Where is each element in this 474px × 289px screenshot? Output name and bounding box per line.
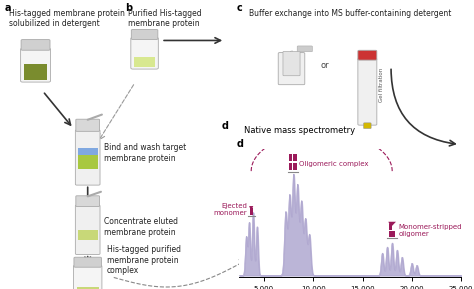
FancyBboxPatch shape — [74, 257, 101, 267]
Text: His-tagged membrane protein
solubilized in detergent: His-tagged membrane protein solubilized … — [9, 9, 125, 28]
Text: Oligomeric complex: Oligomeric complex — [299, 161, 368, 167]
Text: or: or — [320, 60, 329, 70]
Text: d: d — [237, 139, 244, 149]
Bar — [389, 224, 392, 230]
Bar — [389, 231, 392, 237]
FancyBboxPatch shape — [76, 119, 100, 131]
Text: His-tagged purified
membrane protein
complex: His-tagged purified membrane protein com… — [107, 245, 181, 275]
FancyBboxPatch shape — [131, 38, 158, 69]
FancyBboxPatch shape — [75, 130, 100, 185]
Text: Gel filtration: Gel filtration — [379, 68, 384, 102]
FancyBboxPatch shape — [283, 51, 300, 76]
FancyBboxPatch shape — [76, 196, 100, 206]
Bar — [24, 64, 47, 80]
FancyBboxPatch shape — [297, 46, 312, 52]
Bar — [134, 57, 155, 67]
FancyBboxPatch shape — [358, 50, 377, 60]
FancyBboxPatch shape — [278, 53, 305, 85]
Text: Monomer-stripped
oligomer: Monomer-stripped oligomer — [399, 224, 462, 237]
Bar — [250, 208, 253, 215]
FancyBboxPatch shape — [73, 265, 102, 289]
Text: Native mass spectrometry: Native mass spectrometry — [244, 126, 355, 135]
Bar — [293, 154, 297, 162]
Text: Bind and wash target
membrane protein: Bind and wash target membrane protein — [104, 143, 187, 163]
FancyBboxPatch shape — [21, 40, 50, 50]
Bar — [392, 231, 395, 237]
Text: Purified His-tagged
membrane protein: Purified His-tagged membrane protein — [128, 9, 201, 28]
Bar — [77, 287, 99, 289]
Bar — [289, 162, 292, 170]
Bar — [78, 149, 98, 155]
Text: b: b — [126, 3, 133, 13]
Bar — [293, 162, 297, 170]
FancyBboxPatch shape — [131, 29, 158, 40]
Polygon shape — [388, 222, 396, 227]
Text: a: a — [5, 3, 11, 13]
Text: d: d — [222, 121, 228, 131]
FancyBboxPatch shape — [21, 48, 50, 82]
Polygon shape — [249, 206, 253, 211]
FancyBboxPatch shape — [364, 123, 371, 129]
Text: Concentrate eluted
membrane protein: Concentrate eluted membrane protein — [104, 217, 178, 237]
FancyBboxPatch shape — [358, 58, 377, 125]
Text: Buffer exchange into MS buffer-containing detergent: Buffer exchange into MS buffer-containin… — [249, 9, 451, 18]
Text: Bio-Spin: Bio-Spin — [289, 48, 294, 71]
FancyBboxPatch shape — [75, 205, 100, 255]
Text: Ejected
monomer: Ejected monomer — [214, 203, 247, 216]
Bar — [289, 154, 292, 162]
Text: c: c — [237, 3, 243, 13]
Bar — [78, 230, 98, 240]
Bar — [78, 155, 98, 169]
